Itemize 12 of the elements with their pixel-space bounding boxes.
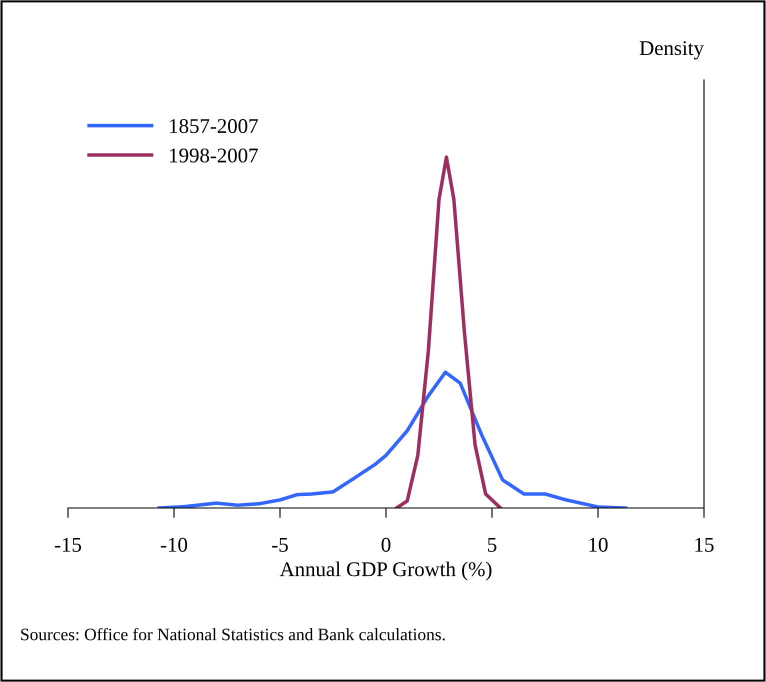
legend-label: 1857-2007 <box>170 119 258 134</box>
x-tick-label: -15 <box>54 538 82 552</box>
x-tick-label: -5 <box>272 538 288 552</box>
x-tick-label: -10 <box>160 538 188 552</box>
y-axis-title: Density <box>640 41 704 60</box>
x-axis-title: Annual GDP Growth (%) <box>280 562 492 581</box>
legend-label: 1998-2007 <box>170 148 258 163</box>
x-tick-label: 10 <box>589 538 608 552</box>
source-note: Sources: Office for National Statistics and Bank calculations. <box>21 628 445 640</box>
x-tick-label: 0 <box>382 538 390 552</box>
x-tick-label: 15 <box>695 538 714 552</box>
x-tick-label: 5 <box>488 538 496 552</box>
